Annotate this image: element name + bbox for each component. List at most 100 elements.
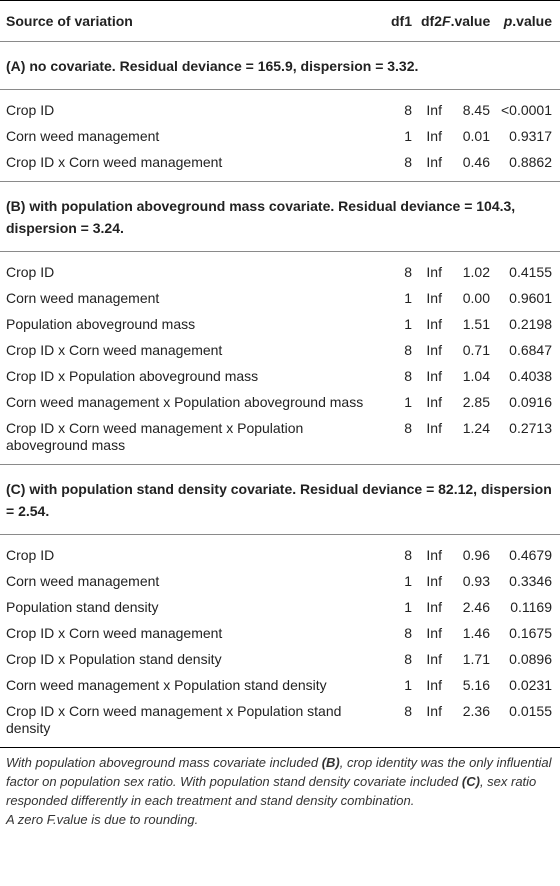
cell-df2: Inf (426, 264, 442, 280)
footnote-text: , sex ratio responded differently in eac… (6, 774, 537, 808)
cell-df1: 8 (404, 547, 412, 563)
header-df2: df2 (412, 0, 442, 42)
header-fvalue-italic: F (442, 12, 451, 29)
cell-source: Corn weed management x Population aboveg… (6, 394, 364, 410)
cell-df2: Inf (426, 342, 442, 358)
cell-df2: Inf (412, 698, 442, 748)
cell-source: Crop ID x Corn weed management (0, 149, 384, 182)
cell-pvalue: 0.4038 (509, 368, 552, 384)
cell-df1: 1 (404, 290, 412, 306)
section-title-row: (C) with population stand density covari… (0, 464, 560, 535)
section-title: (A) no covariate. Residual deviance = 16… (0, 41, 560, 90)
cell-pvalue: 0.3346 (509, 573, 552, 589)
cell-source: Corn weed management (6, 573, 160, 589)
cell-pvalue: 0.1675 (509, 625, 552, 641)
cell-source: Crop ID (6, 102, 55, 118)
cell-df2: Inf (426, 128, 442, 144)
cell-df1: 8 (404, 368, 412, 384)
table-body: (A) no covariate. Residual deviance = 16… (0, 41, 560, 748)
cell-df2: Inf (426, 316, 442, 332)
cell-fvalue: 0.71 (462, 342, 490, 358)
cell-pvalue: 0.0155 (494, 698, 560, 748)
cell-fvalue: 5.16 (462, 677, 490, 693)
cell-df1: 1 (404, 316, 412, 332)
cell-pvalue: 0.0231 (509, 677, 552, 693)
cell-fvalue: 0.93 (462, 573, 490, 589)
footnote-ref-b: (B) (321, 755, 340, 770)
cell-source: Population aboveground mass (6, 316, 196, 332)
cell-fvalue: 1.04 (462, 368, 490, 384)
header-pvalue: p.value (494, 0, 560, 42)
cell-df1: 8 (404, 264, 412, 280)
table-row: Crop ID x Population aboveground mass 8 In… (0, 363, 560, 389)
cell-source: Crop ID x Corn weed management (6, 625, 223, 641)
cell-df2: Inf (426, 394, 442, 410)
cell-df1: 8 (404, 342, 412, 358)
table-row: Corn weed management 1 Inf 0.93 0.3346 (0, 568, 560, 594)
header-source: Source of variation (0, 0, 384, 42)
cell-source: Crop ID x Population aboveground mass (6, 368, 259, 384)
footnote-ref-c: (C) (461, 774, 480, 789)
cell-df2: Inf (426, 599, 442, 615)
table-row: Crop ID x Corn weed management x Populat… (0, 698, 560, 748)
cell-source: Corn weed management (6, 128, 160, 144)
anova-table-figure: Source of variation df1 df2 F.value p.va… (0, 0, 560, 829)
table-row: Crop ID 8 Inf 8.45 <0.0001 (0, 90, 560, 124)
header-df1: df1 (384, 0, 412, 42)
cell-df1: 8 (404, 651, 412, 667)
table-row: Corn weed management 1 Inf 0.00 0.9601 (0, 285, 560, 311)
cell-df2: Inf (426, 573, 442, 589)
cell-source: Crop ID x Corn weed management x Populat… (0, 698, 384, 748)
footnote-text: , crop identity was the only influential… (6, 755, 552, 789)
section-title-row: (A) no covariate. Residual deviance = 16… (0, 41, 560, 90)
table-row: Crop ID x Corn weed management 8 Inf 0.46 0.… (0, 149, 560, 182)
cell-fvalue: 2.85 (462, 394, 490, 410)
cell-source: Population stand density (6, 599, 159, 615)
cell-fvalue: 2.36 (442, 698, 494, 748)
cell-fvalue: 2.46 (462, 599, 490, 615)
header-pvalue-italic: p (503, 12, 513, 29)
cell-pvalue: 0.8862 (494, 149, 560, 182)
table-row: Crop ID x Corn weed management 8 Inf 0.71 0.… (0, 337, 560, 363)
cell-df1: 1 (404, 599, 412, 615)
cell-df1: 1 (404, 677, 412, 693)
cell-source: Crop ID (6, 264, 55, 280)
section-title-row: (B) with population aboveground mass cov… (0, 181, 560, 252)
table-row: Population aboveground mass 1 Inf 1.51 0.219… (0, 311, 560, 337)
cell-df1: 8 (404, 625, 412, 641)
cell-source: Crop ID x Corn weed management x Populat… (0, 415, 384, 465)
cell-df2: Inf (426, 547, 442, 563)
header-fvalue: F.value (442, 0, 494, 42)
cell-pvalue: 0.4155 (509, 264, 552, 280)
cell-fvalue: 1.71 (462, 651, 490, 667)
table-row: Crop ID 8 Inf 1.02 0.4155 (0, 252, 560, 286)
cell-fvalue: 1.24 (442, 415, 494, 465)
cell-source: Corn weed management x Population stand … (6, 677, 327, 693)
table-row: Crop ID x Population stand density 8 Inf 1.… (0, 646, 560, 672)
table-row: Population stand density 1 Inf 2.46 0.1169 (0, 594, 560, 620)
cell-pvalue: 0.4679 (509, 547, 552, 563)
cell-source: Corn weed management (6, 290, 160, 306)
cell-df2: Inf (426, 102, 442, 118)
cell-fvalue: 0.46 (442, 149, 494, 182)
cell-df1: 8 (384, 698, 412, 748)
cell-fvalue: 8.45 (462, 102, 490, 118)
table-header-row: Source of variation df1 df2 F.value p.va… (0, 0, 560, 42)
cell-pvalue: 0.2713 (494, 415, 560, 465)
cell-fvalue: 1.51 (462, 316, 490, 332)
footnote-text: With population aboveground mass covaria… (6, 755, 322, 770)
cell-source: Crop ID x Population stand density (6, 651, 222, 667)
cell-pvalue: 0.6847 (509, 342, 552, 358)
table-row: Corn weed management x Population aboveg… (0, 389, 560, 415)
footnote-paragraph-1: With population aboveground mass covaria… (6, 753, 556, 810)
cell-df1: 1 (404, 128, 412, 144)
table-row: Corn weed management x Population stand … (0, 672, 560, 698)
cell-df2: Inf (426, 625, 442, 641)
cell-pvalue: 0.0916 (509, 394, 552, 410)
table-row: Crop ID x Corn weed management x Populat… (0, 415, 560, 465)
cell-df2: Inf (426, 651, 442, 667)
table-footnote: With population aboveground mass covaria… (0, 748, 560, 829)
cell-pvalue: 0.0896 (509, 651, 552, 667)
table-row: Corn weed management 1 Inf 0.01 0.9317 (0, 123, 560, 149)
cell-df2: Inf (412, 149, 442, 182)
